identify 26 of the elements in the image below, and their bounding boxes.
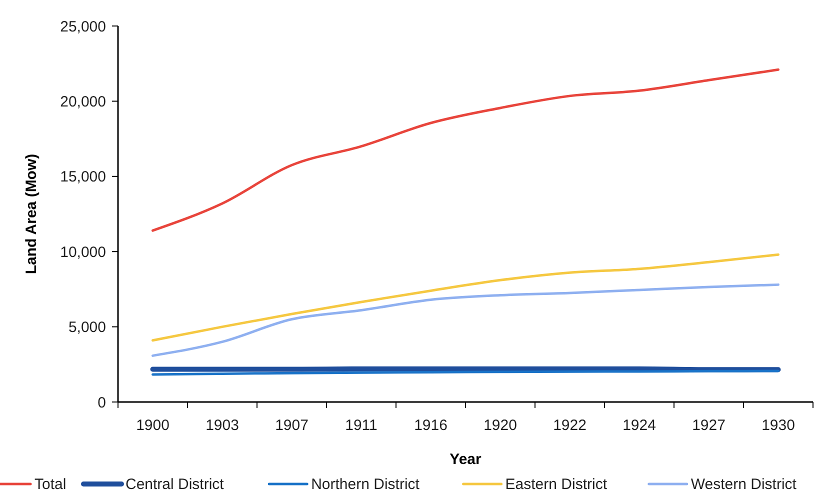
line-series: [152, 68, 780, 232]
line-series: [152, 283, 780, 357]
y-tick-label: 5,000: [68, 319, 106, 336]
y-axis-title: Land Area (Mow): [23, 154, 40, 274]
x-tick-label: 1900: [136, 417, 170, 434]
legend-label: Central District: [126, 476, 225, 493]
x-tick-label: 1916: [414, 417, 448, 434]
x-tick-label: 1911: [345, 417, 378, 434]
y-tick-label: 0: [98, 394, 106, 412]
x-tick-label: 1922: [553, 417, 586, 434]
y-tick-label: 25,000: [60, 18, 106, 36]
legend-label: Northern District: [311, 476, 420, 493]
y-tick-label: 15,000: [60, 168, 106, 186]
y-tick-label: 20,000: [60, 93, 106, 110]
x-tick-label: 1903: [206, 417, 239, 434]
legend-label: Total: [34, 476, 66, 493]
x-tick-label: 1927: [692, 417, 726, 434]
y-tick-label: 10,000: [60, 244, 106, 261]
legend-label: Eastern District: [505, 476, 608, 493]
legend-label: Western District: [690, 476, 798, 493]
line-series: [152, 253, 780, 342]
x-tick-label: 1907: [275, 417, 308, 434]
x-axis-title: Year: [450, 451, 482, 468]
x-tick-label: 1924: [622, 417, 656, 434]
x-tick-label: 1920: [484, 417, 517, 434]
x-tick-label: 1930: [762, 417, 795, 434]
